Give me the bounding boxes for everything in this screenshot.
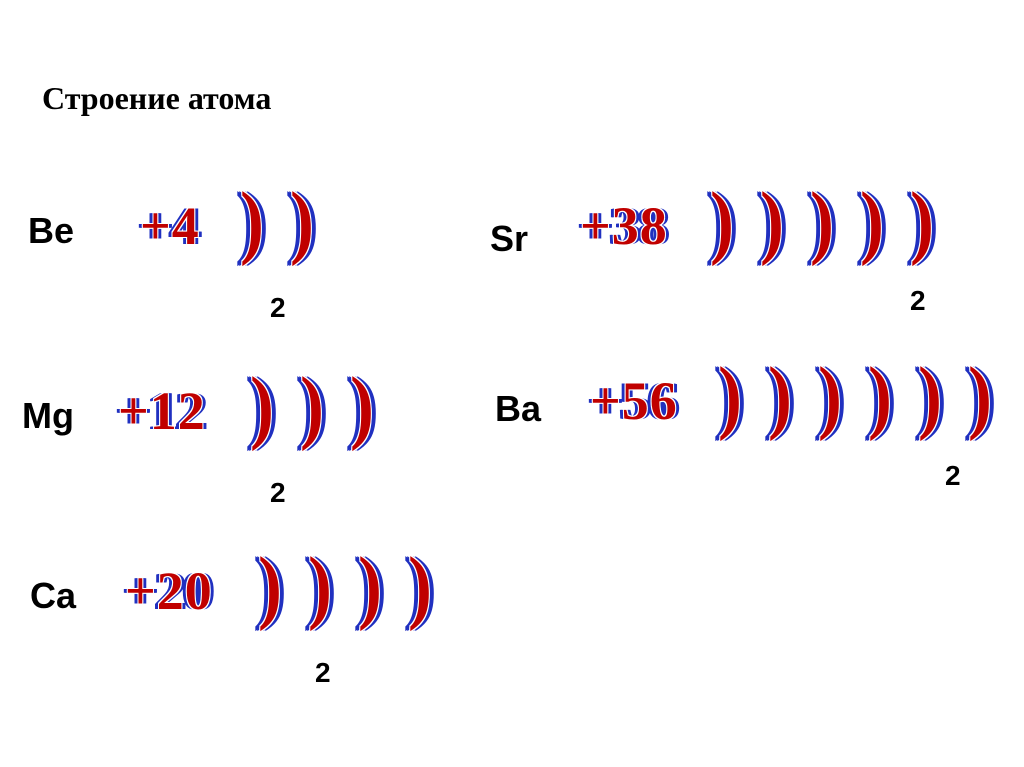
nucleus-charge-ca: +20 xyxy=(125,560,213,622)
element-symbol-ba: Ba xyxy=(495,388,541,430)
nucleus-charge-mg: +12 xyxy=(118,380,206,442)
shell-arc: ) xyxy=(968,349,992,444)
element-symbol-sr: Sr xyxy=(490,218,528,260)
shell-arc: ) xyxy=(910,174,934,269)
element-symbol-ca: Ca xyxy=(30,575,76,617)
shell-arc: ) xyxy=(918,349,942,444)
outer-electrons-ba: 2 xyxy=(945,460,961,492)
outer-electrons-ca: 2 xyxy=(315,657,331,689)
nucleus-charge-ba: +56 xyxy=(590,370,678,432)
shell-arc: ) xyxy=(818,349,842,444)
shell-arc: ) xyxy=(768,349,792,444)
shell-arc: ) xyxy=(868,349,892,444)
shell-arc: ) xyxy=(300,359,324,454)
nucleus-charge-be: +4 xyxy=(140,195,200,257)
shell-arc: ) xyxy=(240,174,264,269)
outer-electrons-sr: 2 xyxy=(910,285,926,317)
outer-electrons-mg: 2 xyxy=(270,477,286,509)
shell-arc: ) xyxy=(350,359,374,454)
shell-arc: ) xyxy=(308,539,332,634)
shell-arc: ) xyxy=(408,539,432,634)
shell-arc: ) xyxy=(710,174,734,269)
element-symbol-be: Be xyxy=(28,210,74,252)
outer-electrons-be: 2 xyxy=(270,292,286,324)
shell-arc: ) xyxy=(810,174,834,269)
nucleus-charge-sr: +38 xyxy=(580,195,668,257)
shell-arc: ) xyxy=(358,539,382,634)
shell-arc: ) xyxy=(718,349,742,444)
shell-arc: ) xyxy=(258,539,282,634)
shell-arc: ) xyxy=(760,174,784,269)
shell-arc: ) xyxy=(290,174,314,269)
shell-arc: ) xyxy=(860,174,884,269)
page-title: Строение атома xyxy=(42,80,271,117)
shell-arc: ) xyxy=(250,359,274,454)
element-symbol-mg: Mg xyxy=(22,395,74,437)
